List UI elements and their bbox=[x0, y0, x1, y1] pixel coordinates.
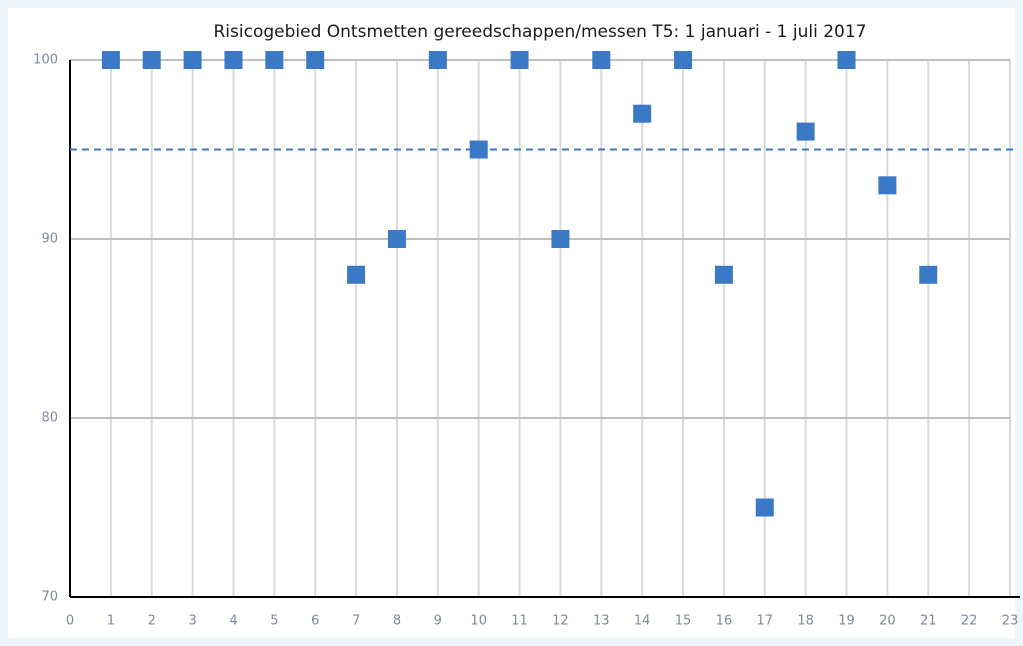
point bbox=[101, 51, 120, 69]
point bbox=[714, 265, 733, 284]
x-tick-label: 9 bbox=[434, 614, 442, 629]
chart-area bbox=[8, 8, 1015, 638]
x-tick-label: 1 bbox=[107, 614, 115, 629]
point bbox=[142, 51, 161, 69]
y-tick-label: 80 bbox=[41, 411, 58, 426]
x-tick-label: 22 bbox=[961, 614, 978, 629]
x-tick-label: 15 bbox=[675, 614, 692, 629]
point bbox=[306, 51, 325, 69]
point bbox=[837, 51, 856, 69]
x-tick-label: 23 bbox=[1002, 614, 1019, 629]
x-tick-label: 16 bbox=[716, 614, 733, 629]
point bbox=[469, 140, 488, 159]
x-tick-label: 0 bbox=[66, 614, 74, 629]
point bbox=[633, 104, 652, 123]
x-tick-label: 4 bbox=[229, 614, 237, 629]
x-tick-label: 10 bbox=[470, 614, 487, 629]
x-tick-label: 6 bbox=[311, 614, 319, 629]
point bbox=[510, 51, 529, 69]
x-tick-label: 20 bbox=[879, 614, 896, 629]
point bbox=[592, 51, 611, 69]
point bbox=[265, 51, 284, 69]
point bbox=[919, 265, 938, 284]
x-tick-label: 13 bbox=[593, 614, 610, 629]
point bbox=[755, 498, 774, 517]
x-tick-label: 5 bbox=[270, 614, 278, 629]
y-tick-label: 90 bbox=[41, 232, 58, 247]
chart-title: Risicogebied Ontsmetten gereedschappen/m… bbox=[214, 22, 867, 42]
point bbox=[347, 265, 366, 284]
x-tick-label: 7 bbox=[352, 614, 360, 629]
point bbox=[387, 230, 406, 248]
x-tick-label: 8 bbox=[393, 614, 401, 629]
point bbox=[224, 51, 243, 69]
point bbox=[796, 122, 815, 141]
y-tick-label: 100 bbox=[33, 53, 58, 68]
point bbox=[428, 51, 447, 69]
x-tick-label: 19 bbox=[838, 614, 855, 629]
x-tick-label: 21 bbox=[920, 614, 937, 629]
x-tick-label: 17 bbox=[757, 614, 774, 629]
x-tick-label: 12 bbox=[552, 614, 569, 629]
x-tick-label: 3 bbox=[188, 614, 196, 629]
point bbox=[878, 176, 897, 195]
x-tick-label: 14 bbox=[634, 614, 651, 629]
x-tick-label: 2 bbox=[148, 614, 156, 629]
x-tick-label: 11 bbox=[511, 614, 528, 629]
y-tick-label: 70 bbox=[41, 590, 58, 605]
point bbox=[674, 51, 693, 69]
point bbox=[551, 230, 570, 248]
point bbox=[183, 51, 202, 69]
x-tick-label: 18 bbox=[797, 614, 814, 629]
